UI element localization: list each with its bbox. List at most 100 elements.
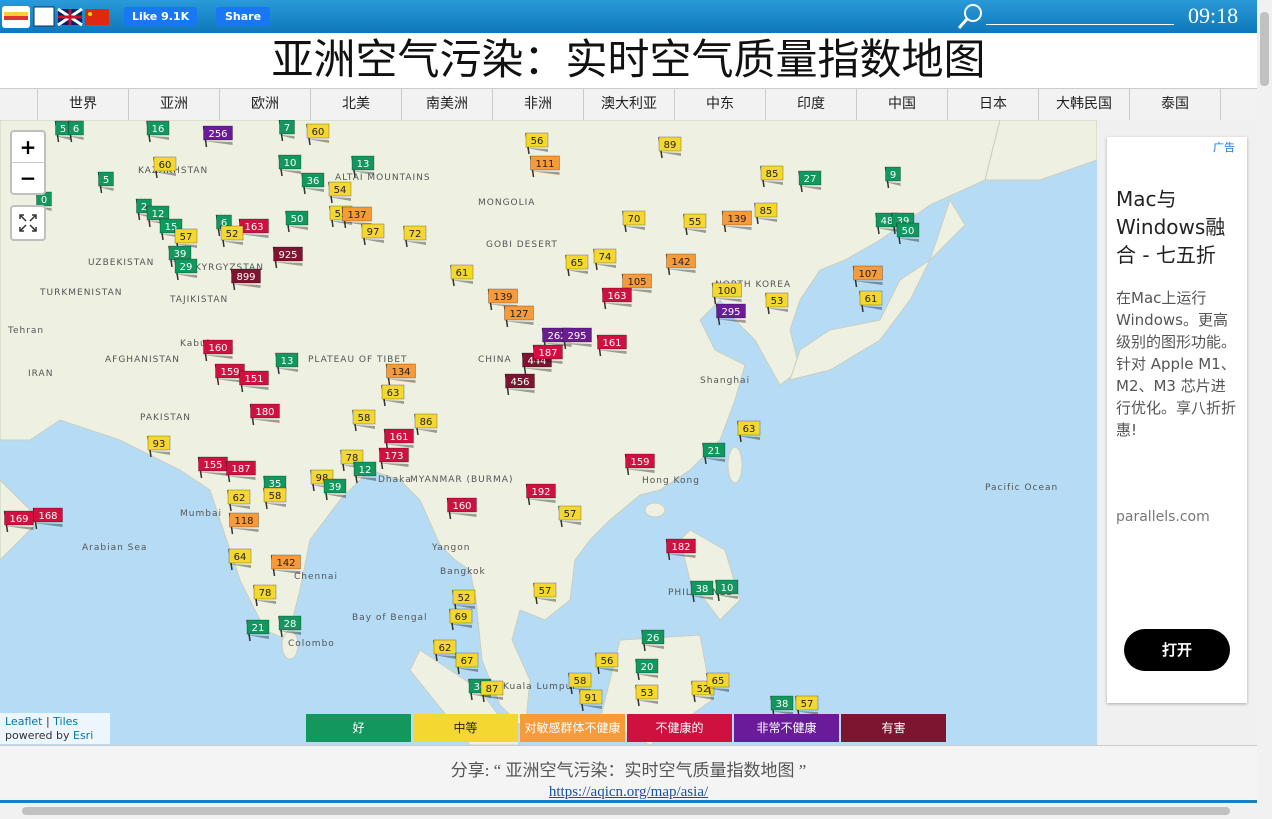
aqi-marker[interactable]: 38 (770, 695, 794, 718)
aqi-marker[interactable]: 58 (263, 487, 287, 510)
aqi-marker[interactable]: 52 (452, 589, 476, 612)
nav-item[interactable]: 亚洲 (129, 89, 220, 120)
aqi-marker[interactable]: 13 (351, 155, 375, 178)
nav-item[interactable]: 大韩民国 (1039, 89, 1130, 120)
aqi-marker[interactable]: 70 (622, 210, 646, 233)
aqi-marker[interactable]: 107 (852, 265, 883, 288)
nav-item[interactable]: 中国 (857, 89, 948, 120)
aqi-marker[interactable]: 16 (146, 120, 170, 143)
aqi-marker[interactable]: 53 (635, 684, 659, 707)
horizontal-scrollbar[interactable] (0, 803, 1272, 819)
aqi-marker[interactable]: 91 (579, 689, 603, 712)
zoom-in[interactable]: + (12, 132, 44, 163)
aqi-marker[interactable]: 93 (147, 435, 171, 458)
aqi-marker[interactable]: 139 (487, 288, 518, 311)
aqi-marker[interactable]: 52 (220, 225, 244, 248)
aqi-marker[interactable]: 161 (383, 428, 414, 451)
ad-button[interactable]: 打开 (1124, 629, 1230, 671)
search-input[interactable] (986, 24, 1174, 25)
aqi-marker[interactable]: 38 (690, 580, 714, 603)
aqi-marker[interactable]: 87 (480, 680, 504, 703)
aqi-marker[interactable]: 29 (174, 258, 198, 281)
nav-item[interactable]: 欧洲 (220, 89, 311, 120)
aqi-marker[interactable]: 168 (32, 507, 63, 530)
zoom-out[interactable]: − (19, 166, 37, 190)
leaflet-link[interactable]: Leaflet (5, 715, 43, 728)
aqi-marker[interactable]: 50 (896, 222, 920, 245)
aqi-marker[interactable]: 256 (202, 125, 233, 148)
aqi-marker[interactable]: 163 (601, 287, 632, 310)
aqi-marker[interactable]: 74 (593, 248, 617, 271)
aqi-marker[interactable]: 192 (525, 483, 556, 506)
aqi-marker[interactable]: 295 (561, 327, 592, 350)
aqi-marker[interactable]: 6 (67, 120, 84, 143)
nav-item[interactable]: 澳大利亚 (584, 89, 675, 120)
aqi-marker[interactable]: 85 (754, 202, 778, 225)
aqi-marker[interactable]: 295 (715, 303, 746, 326)
aqi-marker[interactable]: 65 (706, 672, 730, 695)
aqi-marker[interactable]: 65 (565, 254, 589, 277)
aqi-marker[interactable]: 57 (533, 582, 557, 605)
aqi-marker[interactable]: 85 (760, 165, 784, 188)
nav-item[interactable]: 北美 (311, 89, 402, 120)
aqi-marker[interactable]: 925 (272, 246, 303, 269)
aqi-marker[interactable]: 89 (658, 136, 682, 159)
aqi-marker[interactable]: 67 (455, 652, 479, 675)
aqi-marker[interactable]: 28 (278, 615, 302, 638)
like-button[interactable]: Like 9.1K (124, 7, 198, 26)
aqi-marker[interactable]: 160 (446, 497, 477, 520)
aqi-marker[interactable]: 97 (361, 223, 385, 246)
aqi-marker[interactable]: 63 (737, 420, 761, 443)
aqi-marker[interactable]: 100 (711, 282, 742, 305)
aqi-marker[interactable]: 72 (403, 225, 427, 248)
aqi-marker[interactable]: 27 (798, 170, 822, 193)
aqi-marker[interactable]: 12 (353, 461, 377, 484)
aqi-marker[interactable]: 134 (385, 363, 416, 386)
aqi-marker[interactable]: 159 (624, 453, 655, 476)
aqi-marker[interactable]: 50 (285, 210, 309, 233)
aqi-marker[interactable]: 10 (715, 579, 739, 602)
aqi-marker[interactable]: 60 (153, 156, 177, 179)
aqi-marker[interactable]: 21 (702, 442, 726, 465)
aqi-marker[interactable]: 26 (641, 629, 665, 652)
aqi-marker[interactable]: 173 (378, 447, 409, 470)
aqi-marker[interactable]: 456 (504, 373, 535, 396)
nav-item[interactable]: 泰国 (1130, 89, 1221, 120)
aqi-marker[interactable]: 60 (306, 123, 330, 146)
aqi-marker[interactable]: 86 (414, 413, 438, 436)
aqi-marker[interactable]: 163 (238, 218, 269, 241)
aqi-marker[interactable]: 53 (765, 292, 789, 315)
aqi-marker[interactable]: 63 (381, 384, 405, 407)
aqi-marker[interactable]: 21 (246, 619, 270, 642)
aqi-marker[interactable]: 111 (529, 155, 560, 178)
aqi-marker[interactable]: 142 (270, 554, 301, 577)
aqi-marker[interactable]: 58 (568, 672, 592, 695)
aqi-marker[interactable]: 187 (532, 344, 563, 367)
aqi-marker[interactable]: 61 (450, 264, 474, 287)
aqi-marker[interactable]: 118 (228, 512, 259, 535)
tiles-link[interactable]: Tiles (53, 715, 79, 728)
vertical-scrollbar[interactable] (1257, 0, 1272, 803)
nav-item[interactable]: 世界 (38, 89, 129, 120)
aqi-marker[interactable]: 56 (595, 652, 619, 675)
aqi-marker[interactable]: 180 (249, 403, 280, 426)
aqi-marker[interactable]: 78 (340, 449, 364, 472)
nav-item[interactable]: 非洲 (493, 89, 584, 120)
aqi-marker[interactable]: 161 (596, 334, 627, 357)
aqi-marker[interactable]: 57 (174, 228, 198, 251)
aqi-marker[interactable]: 61 (859, 290, 883, 313)
aqi-marker[interactable]: 13 (275, 352, 299, 375)
aqi-marker[interactable]: 39 (323, 478, 347, 501)
aqi-marker[interactable]: 142 (665, 253, 696, 276)
nav-item[interactable]: 日本 (948, 89, 1039, 120)
aqi-marker[interactable]: 127 (503, 305, 534, 328)
share-button[interactable]: Share (216, 7, 271, 26)
aqi-marker[interactable]: 58 (352, 409, 376, 432)
aqi-marker[interactable]: 7 (278, 120, 295, 142)
aqi-marker[interactable]: 36 (301, 172, 325, 195)
fullscreen-button[interactable] (10, 205, 46, 241)
share-url[interactable]: https://aqicn.org/map/asia/ (548, 784, 709, 800)
nav-item[interactable]: 南美洲 (402, 89, 493, 120)
aqi-marker[interactable]: 62 (433, 639, 457, 662)
